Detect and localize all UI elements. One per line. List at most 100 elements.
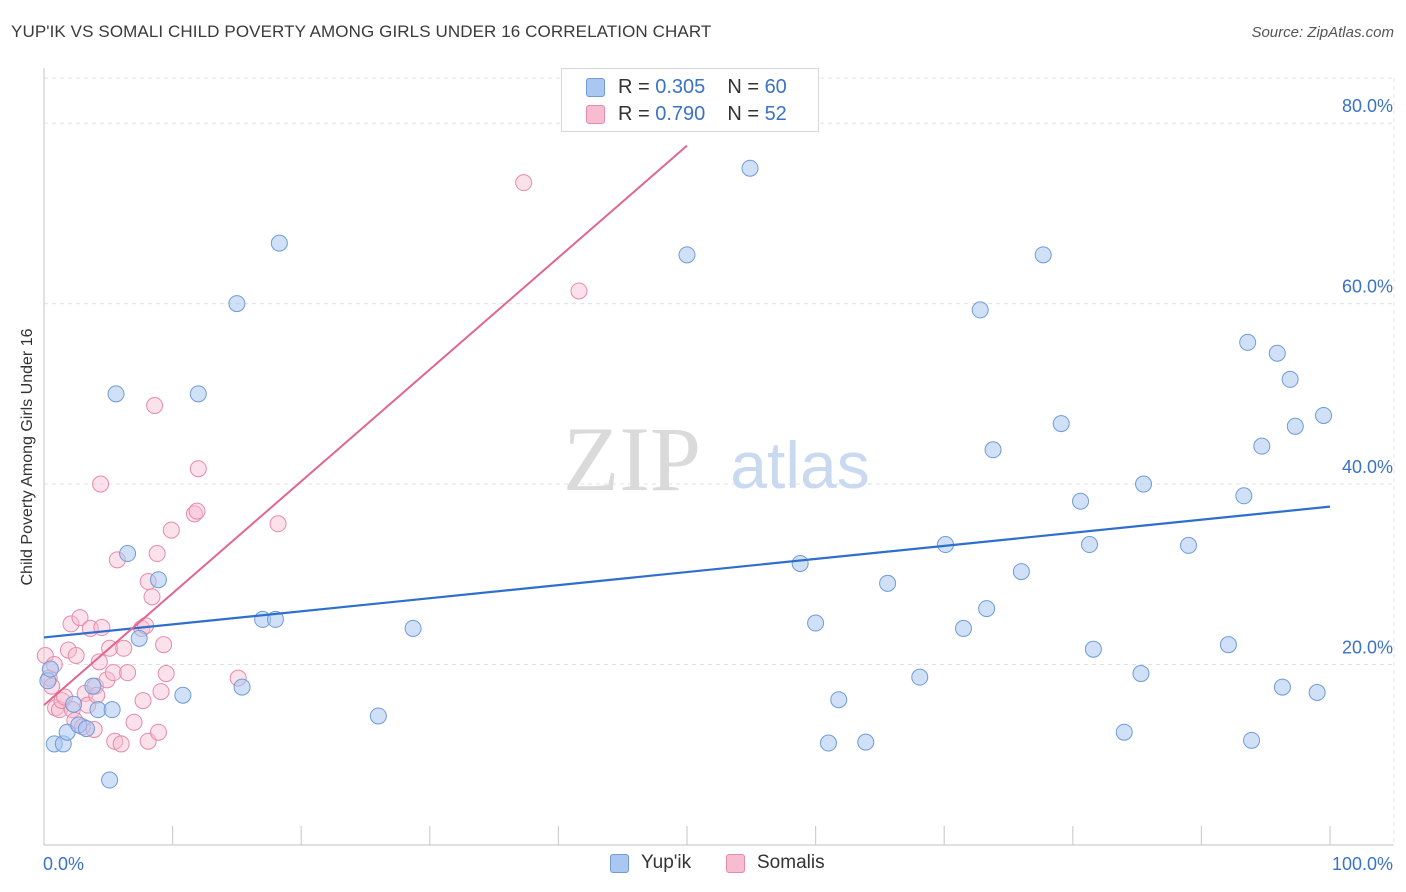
- yupik-point: [130, 629, 148, 647]
- yupik-n-value: 60: [764, 75, 787, 98]
- somali-point: [125, 713, 143, 731]
- yupik-point: [1180, 536, 1198, 554]
- somali-point: [188, 502, 206, 520]
- series-legend: Yup'ik Somalis: [0, 852, 1406, 878]
- yupik-point: [1115, 723, 1133, 741]
- legend-row-somalis: R = 0.790 N = 52: [586, 101, 787, 127]
- yupik-point: [971, 301, 989, 319]
- watermark-zip: ZIP: [563, 408, 701, 510]
- yupik-point: [1315, 406, 1333, 424]
- yupik-point: [103, 701, 121, 719]
- somali-point: [71, 609, 89, 627]
- somali-point: [152, 683, 170, 701]
- y-tick-label: 80.0%: [1342, 96, 1393, 116]
- correlation-legend: R = 0.305 N = 60 R = 0.790 N = 52: [561, 68, 819, 132]
- yupik-point: [228, 295, 246, 313]
- legend-item-somalis[interactable]: Somalis: [726, 852, 825, 874]
- yupik-point: [1235, 487, 1253, 505]
- yupik-r-label: R =: [618, 75, 656, 98]
- somali-point: [157, 665, 175, 683]
- yupik-point: [84, 677, 102, 695]
- somali-point: [98, 671, 116, 689]
- x-tick-label-min: 0.0%: [43, 854, 84, 874]
- yupik-point: [149, 571, 167, 589]
- yupik-point: [879, 574, 897, 592]
- somali-point: [269, 515, 287, 533]
- yupik-point: [174, 686, 192, 704]
- somali-n-label: N =: [727, 102, 765, 125]
- yupik-point: [369, 707, 387, 725]
- somali-point: [134, 692, 152, 710]
- chart-title: YUP'IK VS SOMALI CHILD POVERTY AMONG GIR…: [11, 22, 712, 41]
- yupik-point: [1308, 684, 1326, 702]
- yupik-point: [678, 246, 696, 264]
- somali-n-value: 52: [764, 102, 787, 125]
- yupik-point: [1239, 333, 1257, 351]
- watermark: ZIP atlas: [563, 408, 870, 510]
- trend-lines: [43, 144, 1331, 706]
- somali-point: [90, 653, 108, 671]
- gridlines: [44, 77, 1395, 845]
- yupik-point: [1081, 536, 1099, 554]
- somali-point: [146, 397, 164, 415]
- somali-point: [112, 735, 130, 753]
- somali-point: [115, 639, 133, 657]
- yupik-point: [1135, 475, 1153, 493]
- yupik-point: [1072, 492, 1090, 510]
- somali-point: [185, 505, 203, 523]
- tick-labels: 20.0% 40.0% 60.0% 80.0% 0.0% 100.0%: [43, 96, 1393, 874]
- somali-r-label: R =: [618, 102, 656, 125]
- yupik-points: [39, 159, 1333, 789]
- y-tick-label: 60.0%: [1342, 277, 1393, 297]
- yupik-point: [1273, 678, 1291, 696]
- yupik-point: [1286, 417, 1304, 435]
- yupik-point: [1034, 246, 1052, 264]
- yupik-point: [954, 619, 972, 637]
- yupik-point: [791, 554, 809, 572]
- yupik-point: [270, 234, 288, 252]
- somali-point: [67, 647, 85, 665]
- yupik-point: [1084, 640, 1102, 658]
- somali-point: [62, 615, 80, 633]
- somali-point: [155, 636, 173, 654]
- somali-point: [570, 282, 588, 300]
- yupik-point: [978, 600, 996, 618]
- legend-row-yupik: R = 0.305 N = 60: [586, 74, 787, 100]
- somali-point: [92, 475, 110, 493]
- source-label: Source: ZipAtlas.com: [1251, 24, 1394, 41]
- yupik-r-value: 0.305: [655, 75, 706, 98]
- yupik-point: [1253, 437, 1271, 455]
- somali-point: [149, 723, 167, 741]
- somali-point: [515, 174, 533, 192]
- yupik-point: [1243, 731, 1261, 749]
- yupik-legend-label: Yup'ik: [641, 852, 692, 873]
- somali-legend-label: Somalis: [757, 852, 825, 873]
- somali-point: [148, 545, 166, 563]
- somali-points: [36, 174, 588, 753]
- legend-item-yupik[interactable]: Yup'ik: [610, 852, 691, 874]
- yupik-point: [119, 545, 137, 563]
- yupik-point: [1219, 636, 1237, 654]
- somali-point: [119, 664, 137, 682]
- yupik-point: [911, 668, 929, 686]
- watermark-atlas: atlas: [730, 428, 869, 502]
- yupik-swatch: [586, 77, 605, 97]
- y-tick-label: 40.0%: [1342, 457, 1393, 477]
- yupik-point: [984, 441, 1002, 459]
- somali-point: [189, 460, 207, 478]
- yupik-point: [65, 695, 83, 713]
- somali-point: [104, 664, 122, 682]
- yupik-point: [830, 691, 848, 709]
- yupik-point: [1052, 415, 1070, 433]
- somali-point: [143, 588, 161, 606]
- yupik-point: [1132, 665, 1150, 683]
- yupik-point: [819, 734, 837, 752]
- somali-swatch: [586, 104, 605, 124]
- yupik-point: [77, 720, 95, 738]
- somali-r-value: 0.790: [655, 102, 706, 125]
- yupik-n-label: N =: [727, 75, 765, 98]
- yupik-point: [101, 771, 119, 789]
- somali-point: [162, 521, 180, 539]
- yupik-point: [404, 619, 422, 637]
- somali-legend-swatch: [726, 853, 745, 873]
